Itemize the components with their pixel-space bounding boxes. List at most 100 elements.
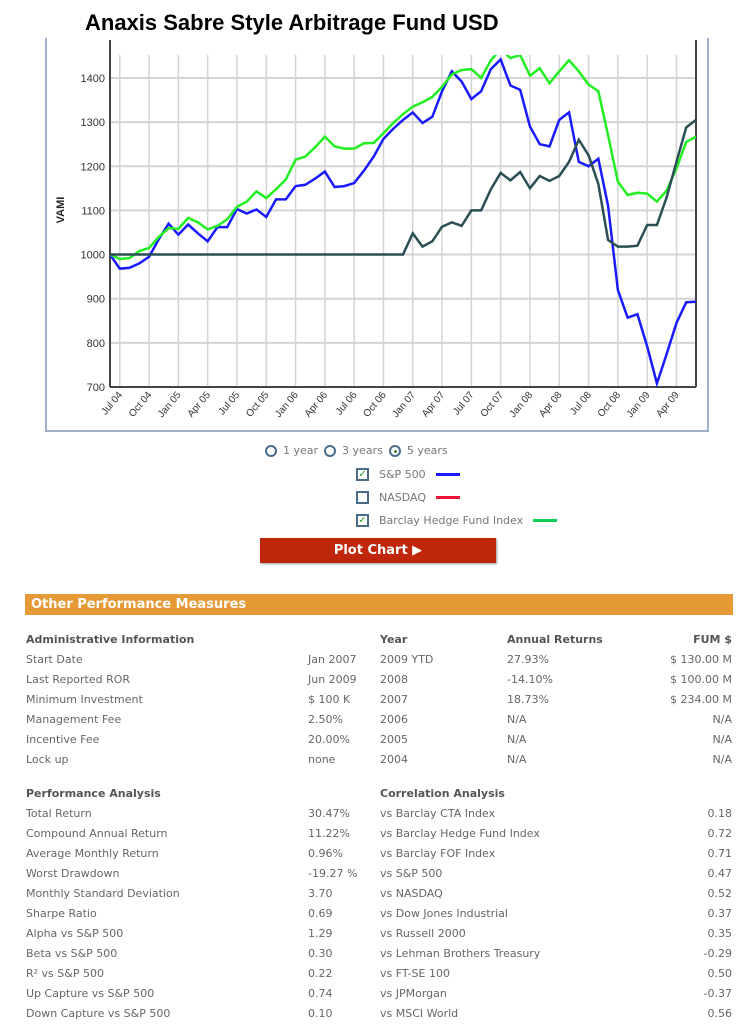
cell: 2004 [380,753,408,766]
cell: 2005 [380,733,408,746]
cell: vs Barclay Hedge Fund Index [380,827,540,840]
index-option[interactable]: ✓ S&P 500 [356,468,460,481]
admin-header-row: Administrative Information Year Annual Ret… [26,633,732,653]
cell: Total Return [26,807,92,820]
table-row: R² vs S&P 500 0.22 vs FT-SE 100 0.50 [26,967,732,987]
table-row: Average Monthly Return 0.96% vs Barclay FO… [26,847,732,867]
x-tick-label: Oct 08 [596,390,624,420]
cell: Performance Analysis [26,787,161,800]
x-tick-label: Oct 05 [244,390,272,420]
table-row: Sharpe Ratio 0.69 vs Dow Jones Industrial 0… [26,907,732,927]
series-line-fund [110,118,696,256]
radio-button[interactable] [388,444,401,457]
cell: -0.29 [703,947,732,960]
section-header: Other Performance Measures [25,594,733,615]
plot-chart-button[interactable]: Plot Chart ▶ [260,538,496,563]
cell: $ 130.00 M [670,653,732,666]
table-row: Monthly Standard Deviation 3.70 vs NASDAQ 0… [26,887,732,907]
cell: Down Capture vs S&P 500 [26,1007,171,1020]
checkbox[interactable]: ✓ [356,514,369,527]
index-option[interactable]: NASDAQ [356,491,461,504]
cell: 30.47% [308,807,350,820]
x-tick-label: Jan 08 [508,390,536,420]
index-label: S&P 500 [379,468,426,481]
cell: 20.00% [308,733,350,746]
index-option[interactable]: ✓ Barclay Hedge Fund Index [356,514,558,527]
radio-button[interactable] [265,444,277,457]
cell: 0.56 [707,1007,733,1020]
cell: -14.10% [507,673,553,686]
cell: Jun 2009 [308,673,357,686]
cell: 0.18 [707,807,733,820]
cell: Year [380,633,408,646]
cell: Administrative Information [26,633,195,646]
x-tick-label: Jul 08 [568,390,594,418]
table-row: Up Capture vs S&P 500 0.74 vs JPMorgan -0.3… [26,987,732,1007]
x-tick-label: Oct 06 [361,390,389,420]
cell: vs FT-SE 100 [380,967,450,980]
cell: Annual Returns [507,633,603,646]
cell: vs Barclay FOF Index [380,847,496,860]
cell: 0.96% [308,847,343,860]
cell: Average Monthly Return [26,847,159,860]
cell: N/A [712,733,732,746]
cell: 0.22 [308,967,333,980]
checkbox[interactable]: ✓ [356,468,369,481]
period-option[interactable]: 5 years [388,444,448,457]
table-row: Last Reported ROR Jun 2009 2008 -14.10% $ 10… [26,673,732,693]
cell: -19.27 % [308,867,358,880]
cell: 0.37 [707,907,733,920]
period-option[interactable]: 3 years [324,444,383,457]
table-row: Down Capture vs S&P 500 0.10 vs MSCI World… [26,1007,732,1027]
page-title: Anaxis Sabre Style Arbitrage Fund USD [85,10,499,35]
table-row: Compound Annual Return 11.22% vs Barclay H… [26,827,732,847]
radio-button[interactable] [324,444,337,457]
cell: R² vs S&P 500 [26,967,104,980]
cell: Worst Drawdown [26,867,120,880]
x-tick-label: Apr 07 [420,390,448,420]
cell: N/A [712,753,732,766]
table-row: Minimum Investment $ 100 K 2007 18.73% $ 234… [26,693,732,713]
chart-frame [45,38,709,432]
cell: vs Lehman Brothers Treasury [380,947,541,960]
table-row: Management Fee 2.50% 2006 N/A N/A [26,713,732,733]
table-row: Total Return 30.47% vs Barclay CTA Index 0.… [26,807,732,827]
cell: 11.22% [308,827,350,840]
cell: 0.71 [707,847,733,860]
cell: Jan 2007 [308,653,357,666]
cell: 2006 [380,713,408,726]
cell: Incentive Fee [26,733,100,746]
cell: Management Fee [26,713,122,726]
x-tick-label: Jul 06 [334,390,360,418]
cell: vs S&P 500 [380,867,443,880]
cell: 27.93% [507,653,549,666]
perf-header-row: Performance Analysis Correlation Analysis [26,787,732,807]
cell: 1.29 [308,927,333,940]
cell: Up Capture vs S&P 500 [26,987,155,1000]
cell: vs Barclay CTA Index [380,807,496,820]
cell: vs MSCI World [380,1007,459,1020]
table-row: Beta vs S&P 500 0.30 vs Lehman Brothers Tr… [26,947,732,967]
cell: Monthly Standard Deviation [26,887,180,900]
cell: 0.74 [308,987,333,1000]
cell: 2008 [380,673,408,686]
cell: 0.10 [308,1007,333,1020]
table-row: Lock up none 2004 N/A N/A [26,753,732,773]
cell: Correlation Analysis [380,787,505,800]
period-option[interactable]: 1 year [265,444,318,457]
table-row: Incentive Fee 20.00% 2005 N/A N/A [26,733,732,753]
x-tick-label: Apr 06 [303,390,331,420]
checkbox[interactable] [356,491,369,504]
cell: 0.47 [707,867,733,880]
cell: vs Dow Jones Industrial [380,907,508,920]
y-tick-label: 1300 [81,117,105,129]
cell: 3.70 [308,887,333,900]
period-selector: 1 year 3 years 5 years [265,444,454,457]
cell: Start Date [26,653,83,666]
x-tick-label: Jan 05 [156,390,184,420]
cell: -0.37 [703,987,732,1000]
y-tick-label: 1400 [81,73,105,85]
cell: 2007 [380,693,408,706]
cell: 0.35 [707,927,733,940]
table-row: Worst Drawdown -19.27 % vs S&P 500 0.47 [26,867,732,887]
